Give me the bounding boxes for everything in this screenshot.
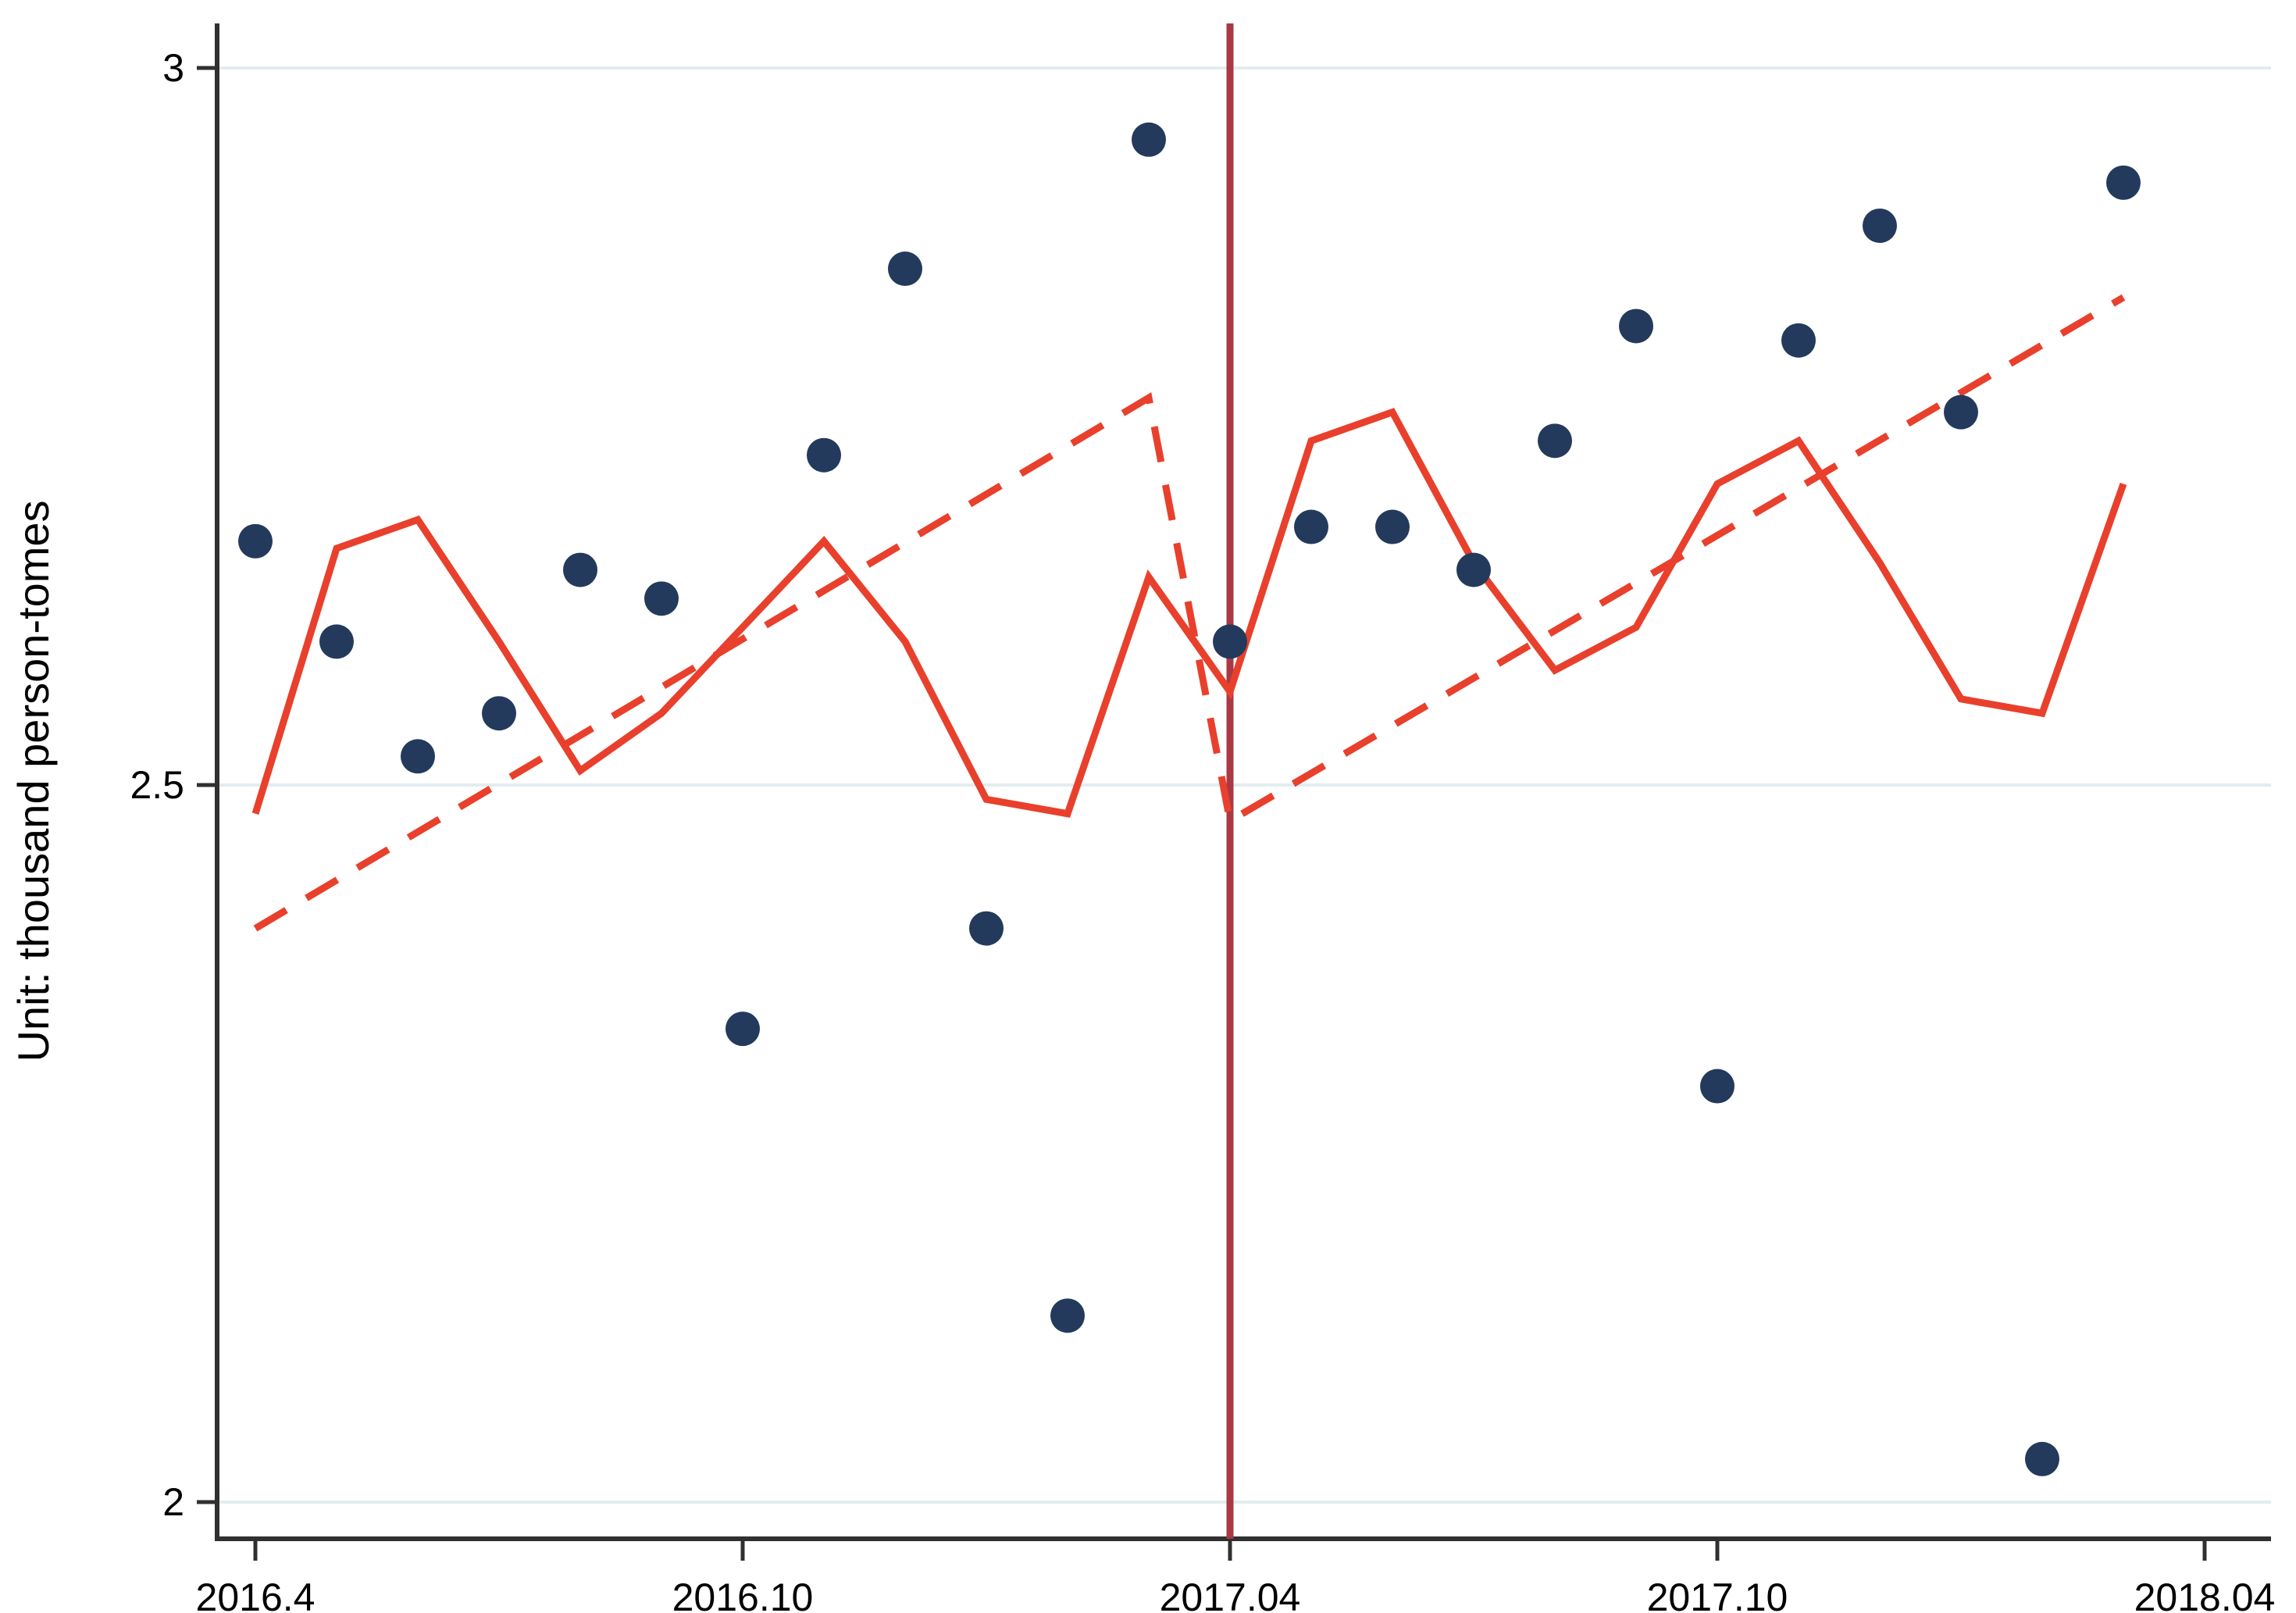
scatter-point	[888, 252, 922, 287]
x-tick-label: 2018.04	[2134, 1576, 2276, 1613]
scatter-point	[1294, 509, 1328, 544]
scatter-point	[1213, 624, 1247, 659]
scatter-point	[1456, 552, 1491, 587]
scatter-point	[319, 624, 354, 659]
scatter-point	[807, 437, 841, 473]
grid-layer	[217, 66, 2271, 1504]
scatter-point	[1050, 1298, 1085, 1333]
x-tick-label: 2017.10	[1647, 1576, 1788, 1613]
scatter-point	[1944, 394, 1978, 430]
trend-dashed-line	[253, 294, 2126, 932]
axis-layer: 3 2.5 2 2016.4 2016.10 2017.04 2017.10 2018.04	[130, 23, 2275, 1613]
scatter-point	[1700, 1069, 1734, 1104]
y-tick-label: 2	[162, 1480, 184, 1524]
scatter-point	[1863, 208, 1897, 243]
scatter-point	[563, 552, 597, 587]
scatter-point	[1132, 122, 1166, 157]
scatter-point	[482, 696, 516, 731]
y-tick-label: 3	[162, 46, 184, 90]
y-tick-label: 2.5	[130, 763, 184, 807]
fitted-solid-line	[251, 408, 2127, 818]
scatter-point	[969, 911, 1004, 946]
series-layer	[238, 23, 2141, 1539]
scatter-point	[1619, 309, 1653, 344]
scatter-point	[401, 739, 435, 774]
y-axis-title: Unit: thousand person-tomes	[9, 500, 58, 1062]
x-tick-label: 2016.10	[672, 1576, 814, 1613]
scatter-point	[1538, 423, 1572, 459]
x-tick-label: 2017.04	[1160, 1576, 1301, 1613]
scatter-point	[644, 581, 679, 616]
x-tick-label: 2016.4	[196, 1576, 316, 1613]
scatter-point	[1375, 509, 1410, 544]
scatter-point	[726, 1012, 760, 1047]
scatter-point	[2106, 165, 2141, 200]
scatter-point	[1781, 323, 1816, 358]
scatter-point	[238, 523, 273, 558]
scatter-point	[2025, 1441, 2059, 1476]
